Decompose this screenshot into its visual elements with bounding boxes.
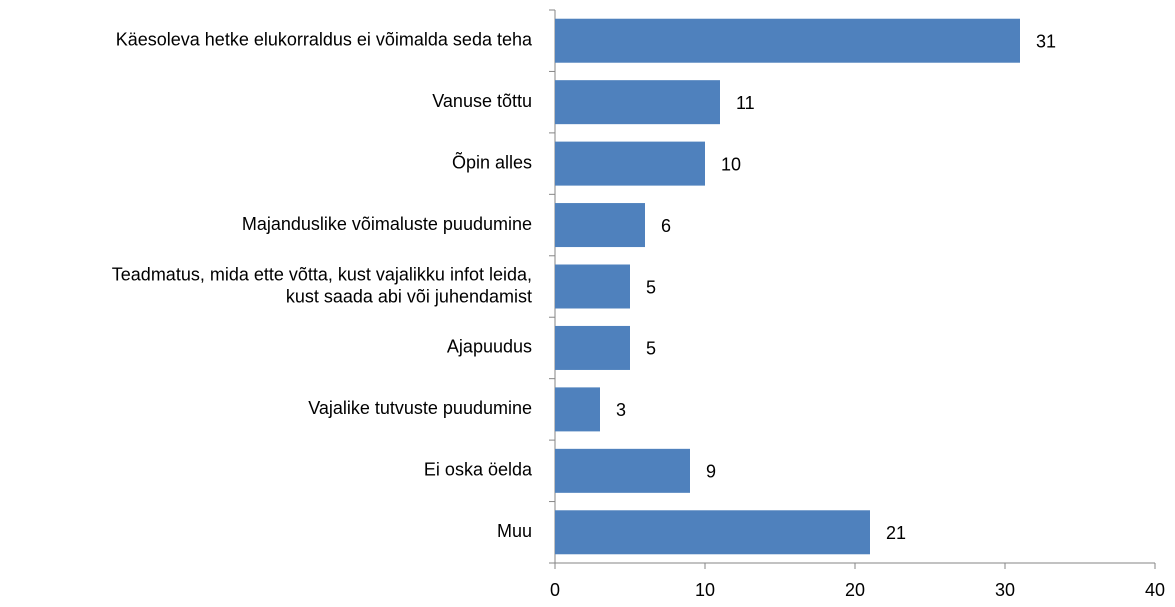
y-tick-label: Õpin alles [452,151,532,172]
x-tick-label: 10 [695,580,715,600]
y-tick-label: Ei oska öelda [424,460,533,480]
value-label: 21 [886,523,906,543]
value-label: 31 [1036,31,1056,51]
y-tick-label: Vajalike tutvuste puudumine [308,398,532,418]
value-label: 5 [646,339,656,359]
x-tick-label: 40 [1145,580,1165,600]
bar [555,80,720,125]
bar [555,18,1020,63]
y-tick-label: Muu [497,521,532,541]
bar [555,387,600,432]
y-tick-label: Teadmatus, mida ette võtta, kust vajalik… [112,264,532,306]
value-label: 6 [661,216,671,236]
bar [555,448,690,493]
y-tick-label: Vanuse tõttu [432,91,532,111]
y-tick-label: Käesoleva hetke elukorraldus ei võimalda… [116,29,533,49]
bar [555,203,645,248]
y-tick-label: Ajapuudus [447,337,532,357]
value-label: 5 [646,277,656,297]
value-label: 9 [706,462,716,482]
bar [555,510,870,555]
value-label: 11 [736,93,755,113]
value-label: 10 [721,154,741,174]
bar [555,264,630,309]
x-tick-label: 30 [995,580,1015,600]
value-label: 3 [616,400,626,420]
bar [555,325,630,370]
x-tick-label: 0 [550,580,560,600]
y-tick-label: Majanduslike võimaluste puudumine [242,214,532,234]
bar [555,141,705,186]
x-tick-label: 20 [845,580,865,600]
